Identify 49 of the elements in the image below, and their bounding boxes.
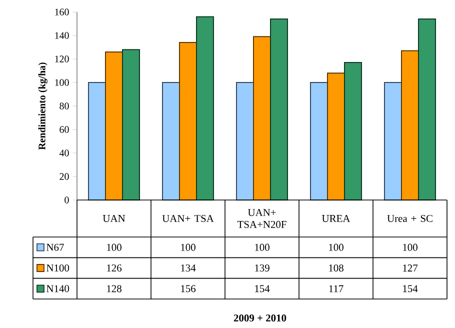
bar bbox=[384, 82, 402, 201]
data-label: 127 bbox=[403, 264, 418, 272]
y-tick-label: 40 bbox=[59, 150, 69, 156]
data-label: 100 bbox=[107, 244, 122, 251]
bar bbox=[310, 82, 328, 201]
data-label: 156 bbox=[181, 285, 196, 292]
x-tick-label: UAN bbox=[102, 215, 126, 222]
y-tick-label: 20 bbox=[60, 173, 69, 180]
data-label: 117 bbox=[329, 285, 344, 292]
x-tick-label: UAN+ TSA+N20F bbox=[237, 209, 286, 228]
data-label: 128 bbox=[107, 285, 122, 292]
y-tick-label: 80 bbox=[60, 102, 69, 110]
bar bbox=[253, 36, 271, 201]
bar bbox=[88, 82, 106, 201]
data-label: 100 bbox=[329, 244, 344, 251]
data-label: 126 bbox=[107, 264, 122, 272]
y-tick-label: 0 bbox=[64, 196, 69, 204]
bar bbox=[162, 82, 180, 201]
legend-label: N140 bbox=[46, 285, 70, 292]
data-label: 154 bbox=[403, 285, 418, 292]
bar bbox=[105, 51, 123, 201]
bar bbox=[179, 42, 197, 201]
bar bbox=[401, 50, 419, 201]
data-label: 154 bbox=[255, 285, 270, 292]
y-tick-label: 120 bbox=[55, 56, 69, 62]
bar bbox=[122, 49, 140, 201]
x-tick-label: UAN+ TSA bbox=[162, 214, 214, 222]
data-label: 139 bbox=[255, 264, 270, 272]
x-tick-label: Urea + SC bbox=[387, 214, 432, 222]
y-tick-label: 140 bbox=[55, 32, 69, 39]
bar bbox=[236, 82, 254, 201]
data-label: 100 bbox=[403, 244, 418, 251]
bar bbox=[270, 18, 288, 201]
data-label: 100 bbox=[181, 244, 196, 251]
y-axis-title: Rendimiento (kg/ha) bbox=[38, 62, 48, 150]
legend-label: N67 bbox=[46, 244, 64, 251]
y-tick-label: 100 bbox=[55, 79, 69, 86]
data-label: 100 bbox=[255, 244, 270, 251]
x-tick-label: UREA bbox=[322, 215, 350, 222]
y-tick-label: 160 bbox=[55, 8, 69, 16]
y-tick-label: 60 bbox=[60, 126, 69, 133]
legend-label: N100 bbox=[46, 264, 70, 272]
bar bbox=[327, 72, 345, 201]
text: 2009 + 2010 bbox=[234, 314, 286, 322]
data-label: 134 bbox=[181, 264, 196, 272]
bar bbox=[418, 18, 436, 201]
bar bbox=[344, 62, 362, 201]
data-label: 108 bbox=[329, 264, 344, 272]
bar bbox=[196, 16, 214, 201]
